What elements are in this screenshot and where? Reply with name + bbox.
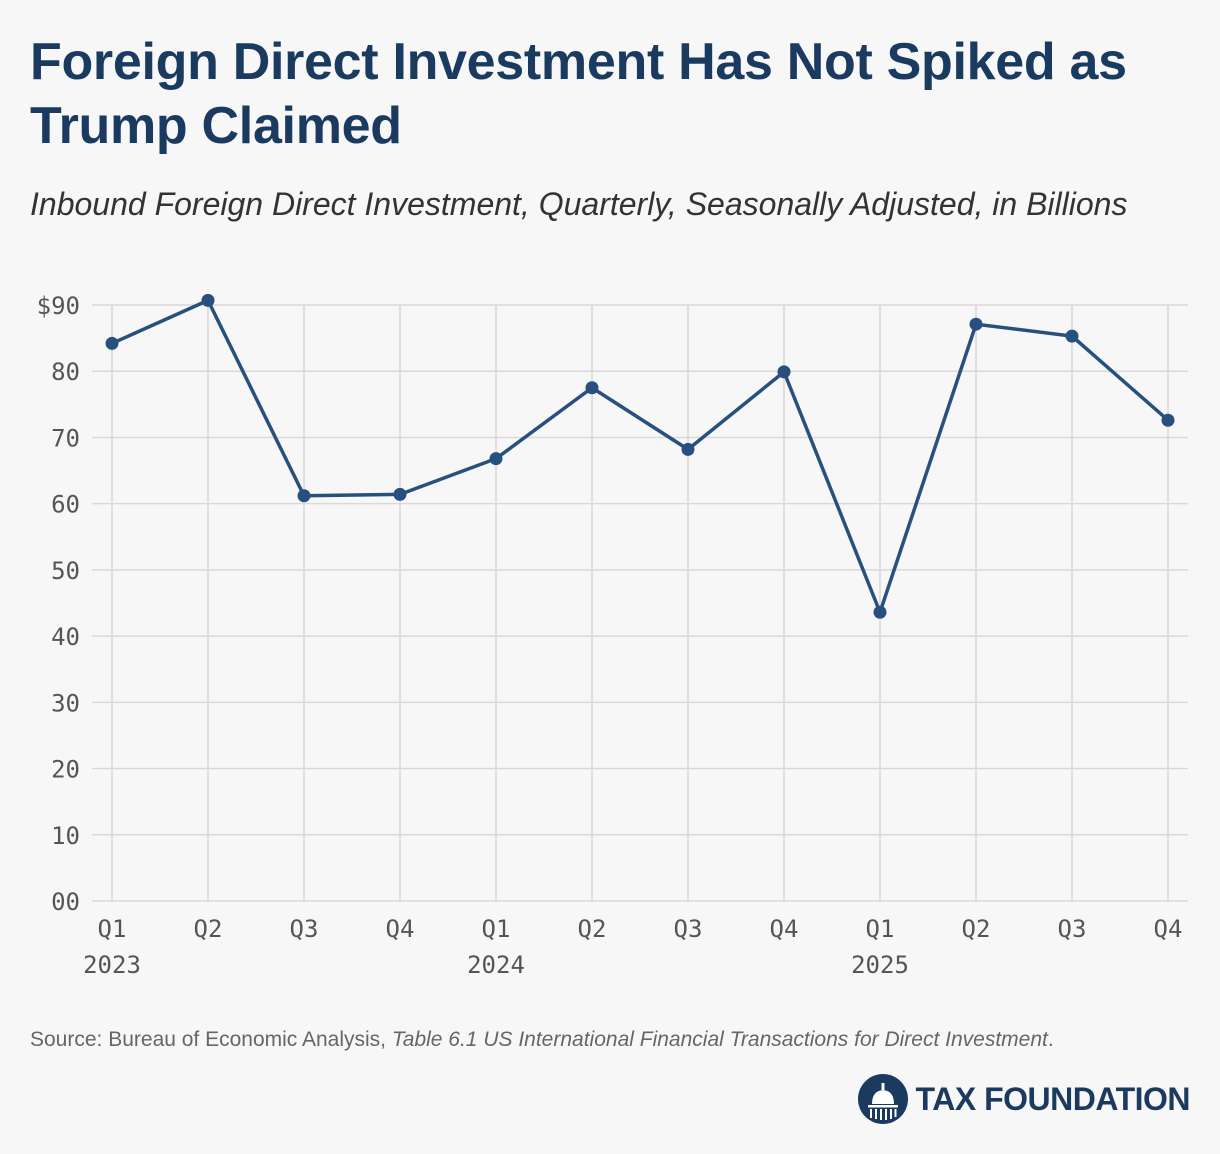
series-line xyxy=(110,298,1170,615)
logo-wordmark: TAX FOUNDATION xyxy=(915,1080,1191,1117)
data-point xyxy=(873,605,887,619)
data-point xyxy=(201,293,215,307)
tax-foundation-logo: TAX FOUNDATION xyxy=(857,1074,1191,1124)
data-point xyxy=(681,442,695,456)
source-suffix: . xyxy=(1047,1028,1054,1051)
x-year-label: 2023 xyxy=(83,951,141,979)
y-tick-label: 00 xyxy=(51,888,80,916)
y-tick-label: 40 xyxy=(51,623,80,651)
y-tick-label: 70 xyxy=(51,424,80,452)
x-tick-label: Q1 xyxy=(482,915,511,943)
x-tick-label: Q4 xyxy=(386,915,415,943)
x-tick-label: Q3 xyxy=(290,915,319,943)
source-table-title: Table 6.1 US International Financial Tra… xyxy=(391,1028,1048,1051)
y-axis-tick-labels: 00 10 20 30 40 50 60 70 80 $90 xyxy=(37,292,80,916)
data-point xyxy=(393,487,407,501)
y-tick-label: 60 xyxy=(51,491,80,519)
data-point xyxy=(585,381,599,395)
source-prefix: Source: Bureau of Economic Analysis, xyxy=(30,1028,392,1051)
data-point xyxy=(105,336,119,350)
y-tick-label: 50 xyxy=(51,557,80,585)
data-point xyxy=(1065,329,1079,343)
x-tick-label: Q4 xyxy=(770,915,799,943)
chart-subtitle: Inbound Foreign Direct Investment, Quart… xyxy=(30,186,1128,222)
y-tick-label: 20 xyxy=(51,756,80,784)
horizontal-gridlines xyxy=(92,304,1188,902)
chart-title: Foreign Direct Investment Has Not Spiked… xyxy=(30,33,1127,155)
x-tick-label: Q1 xyxy=(866,915,895,943)
x-tick-label: Q2 xyxy=(962,915,991,943)
x-tick-label: Q1 xyxy=(98,915,127,943)
x-year-label: 2025 xyxy=(851,951,909,979)
x-year-label: 2024 xyxy=(467,951,525,979)
capitol-dome-icon xyxy=(857,1074,908,1124)
data-point xyxy=(969,317,983,331)
y-tick-label: 10 xyxy=(51,822,80,850)
data-point xyxy=(297,489,311,503)
x-tick-label: Q4 xyxy=(1154,915,1183,943)
data-point xyxy=(777,365,791,379)
series-layer xyxy=(105,293,1175,619)
x-tick-label: Q2 xyxy=(194,915,223,943)
source-note: Source: Bureau of Economic Analysis, Tab… xyxy=(30,1026,1054,1054)
x-axis-tick-labels: Q1 Q2 Q3 Q4 Q1 Q2 Q3 Q4 Q1 Q2 Q3 Q4 2023 2024 2025 xyxy=(83,915,1182,979)
x-tick-label: Q3 xyxy=(1058,915,1087,943)
x-tick-label: Q2 xyxy=(578,915,607,943)
data-point xyxy=(1161,413,1175,427)
y-tick-label: 30 xyxy=(51,689,80,717)
x-tick-label: Q3 xyxy=(674,915,703,943)
y-tick-label: $90 xyxy=(37,292,80,320)
y-tick-label: 80 xyxy=(51,358,80,386)
vertical-gridlines xyxy=(111,305,1169,901)
data-point xyxy=(489,452,503,466)
